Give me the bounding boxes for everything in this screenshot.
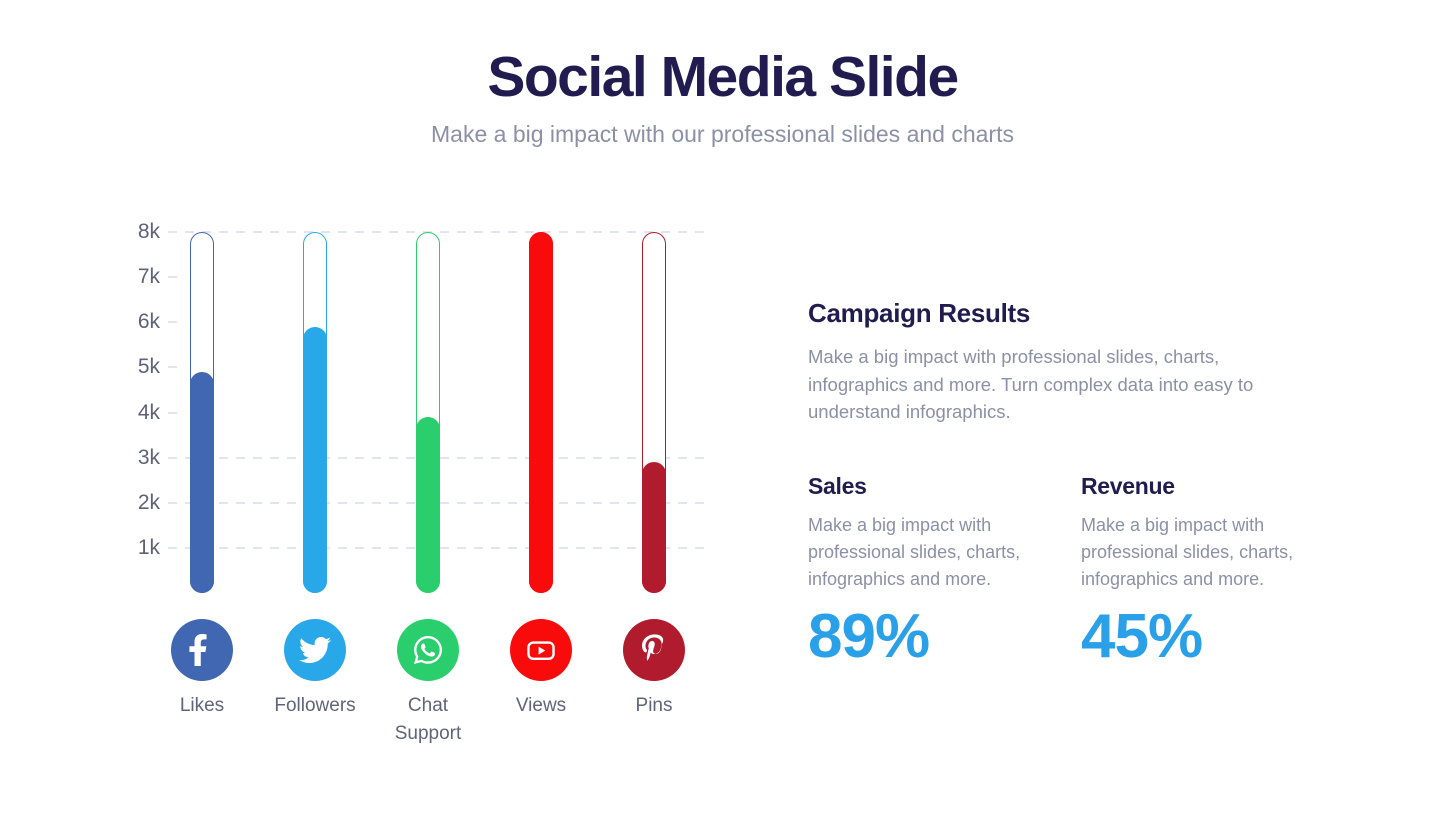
bar-fill-views: [529, 232, 553, 593]
panel-body: Make a big impact with professional slid…: [808, 346, 1254, 422]
gridline-4k: [168, 411, 184, 414]
youtube-icon: [510, 619, 572, 681]
bar-fill-chat-support: [416, 417, 440, 593]
y-axis-tick-8k: 8k: [137, 220, 160, 243]
stat-sales-value: 89%: [808, 601, 930, 671]
header: Social Media Slide Make a big impact wit…: [0, 44, 1445, 148]
twitter-icon: [284, 619, 346, 681]
y-axis-tick-4k: 4k: [137, 400, 160, 424]
bar-label-likes: Likes: [179, 695, 225, 716]
facebook-icon: [171, 619, 233, 681]
bar-label-followers: Followers: [274, 695, 356, 716]
page-title: Social Media Slide: [487, 45, 959, 109]
stats-row: Sales Make a big impact with professiona…: [808, 473, 1318, 672]
bar-fill-likes: [190, 371, 214, 593]
stat-sales-heading: Sales: [808, 472, 867, 499]
stat-revenue-heading: Revenue: [1081, 472, 1175, 499]
stat-revenue-value: 45%: [1081, 601, 1203, 671]
bar-label-pins: Pins: [635, 695, 673, 716]
whatsapp-icon: [397, 619, 459, 681]
gridline-8k: [168, 231, 708, 233]
y-axis-tick-1k: 1k: [137, 535, 160, 559]
stat-sales-body: Make a big impact with professional slid…: [808, 514, 1021, 589]
y-axis-tick-6k: 6k: [137, 310, 160, 334]
y-axis-tick-2k: 2k: [137, 490, 160, 514]
y-axis-tick-5k: 5k: [137, 355, 160, 379]
stat-revenue: Revenue Make a big impact with professio…: [1081, 473, 1318, 672]
gridline-7k: [168, 276, 184, 279]
bar-fill-followers: [303, 326, 327, 593]
pinterest-icon: [623, 619, 685, 681]
y-axis-tick-3k: 3k: [137, 445, 160, 469]
campaign-results-panel: Campaign Results Make a big impact with …: [808, 298, 1318, 672]
panel-heading: Campaign Results: [808, 298, 1031, 328]
bar-label-chat-support: Chat Support: [394, 695, 462, 744]
gridline-6k: [168, 321, 184, 324]
bar-label-views: Views: [515, 695, 567, 716]
stat-revenue-body: Make a big impact with professional slid…: [1081, 514, 1294, 589]
y-axis-tick-7k: 7k: [137, 265, 160, 289]
page-subtitle: Make a big impact with our professional …: [431, 121, 1014, 147]
bar-fill-pins: [642, 462, 666, 593]
stat-sales: Sales Make a big impact with professiona…: [808, 473, 1045, 672]
gridline-5k: [168, 366, 184, 369]
chart: 8k 7k 6k 5k 4k 3k 2k 1k Likes Followers Chat Suppo…: [120, 220, 780, 780]
